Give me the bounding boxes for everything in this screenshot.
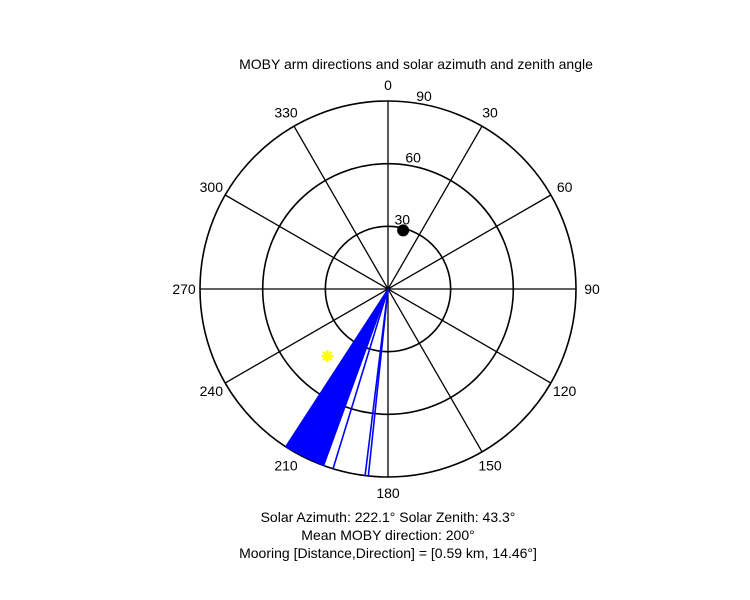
azimuth-tick-label-60: 60	[557, 179, 573, 195]
azimuth-tick-label-240: 240	[200, 383, 224, 399]
arm-direction-line	[332, 288, 389, 470]
azimuth-tick-label-0: 0	[384, 77, 392, 93]
mooring-marker	[397, 224, 410, 237]
arm-direction-line	[320, 288, 389, 465]
azimuth-tick-label-210: 210	[274, 458, 298, 474]
arm-direction-line	[302, 288, 389, 457]
sun-marker	[321, 350, 334, 363]
arm-direction-fan	[284, 288, 389, 477]
chart-title: MOBY arm directions and solar azimuth an…	[239, 56, 593, 72]
arm-direction-line	[314, 288, 389, 463]
azimuth-tick-label-300: 300	[200, 179, 224, 195]
azimuth-tick-label-90: 90	[584, 281, 600, 297]
arm-direction-line	[305, 288, 389, 459]
arm-direction-line	[299, 288, 389, 456]
zenith-ring-label-60: 60	[405, 150, 421, 166]
arm-direction-line	[285, 288, 389, 447]
chart-markers	[321, 224, 410, 363]
chart-labels: 0 30 60 90 120 150 180 210 240 270 300 330 30 60 90	[172, 77, 600, 501]
arm-direction-line	[364, 288, 389, 476]
azimuth-tick-label-270: 270	[172, 281, 196, 297]
arm-direction-line	[287, 288, 389, 449]
arm-direction-line	[317, 288, 389, 464]
azimuth-tick-label-30: 30	[482, 104, 498, 120]
mooring-caption: Mooring [Distance,Direction] = [0.59 km,…	[239, 545, 537, 561]
zenith-ring-label-90: 90	[416, 88, 432, 104]
azimuth-tick-label-330: 330	[274, 104, 298, 120]
zenith-ring-label-30: 30	[394, 211, 410, 227]
sun-marker-core	[324, 353, 331, 360]
arm-direction-line	[308, 288, 389, 460]
solar-angles-caption: Solar Azimuth: 222.1° Solar Zenith: 43.3…	[260, 509, 516, 525]
arm-direction-line	[290, 288, 389, 451]
azimuth-tick-label-120: 120	[553, 383, 577, 399]
azimuth-tick-label-180: 180	[376, 485, 400, 501]
arm-direction-line	[293, 288, 389, 453]
arm-direction-line	[296, 288, 389, 454]
mean-direction-caption: Mean MOBY direction: 200°	[301, 527, 475, 543]
arm-direction-line	[323, 288, 389, 466]
azimuth-tick-label-150: 150	[478, 458, 502, 474]
arm-direction-line	[311, 288, 389, 461]
